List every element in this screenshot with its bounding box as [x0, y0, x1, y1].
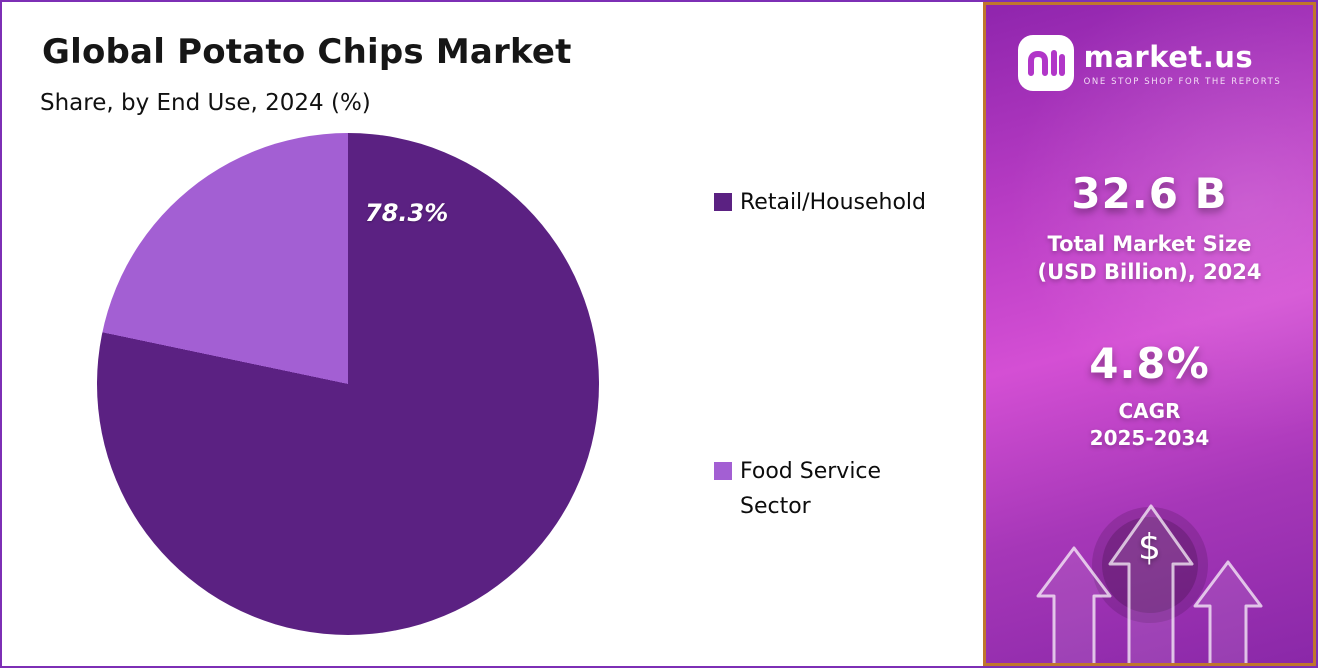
legend-item-retail-household: Retail/Household [714, 185, 926, 220]
growth-arrows-icon [1036, 504, 1263, 663]
legend-swatch-food-service [714, 462, 732, 480]
stat-market-size: 32.6 B Total Market Size (USD Billion), … [986, 169, 1313, 287]
brand-logo: market.us ONE STOP SHOP FOR THE REPORTS [986, 35, 1313, 91]
stat-cagr: 4.8% CAGR 2025-2034 [986, 339, 1313, 452]
stat-market-size-value: 32.6 B [1071, 169, 1228, 218]
stat-market-size-label: Total Market Size (USD Billion), 2024 [986, 230, 1313, 287]
brand-text: market.us ONE STOP SHOP FOR THE REPORTS [1084, 40, 1282, 87]
stat-cagr-value: 4.8% [1089, 338, 1210, 388]
legend-label-retail-household: Retail/Household [740, 190, 927, 215]
chart-title: Global Potato Chips Market [42, 32, 572, 72]
stat-cagr-label: CAGR 2025-2034 [986, 398, 1313, 452]
pie-slice-data-label: 78.3% [365, 199, 449, 227]
legend-swatch-retail-household [714, 193, 732, 211]
brand-tagline: ONE STOP SHOP FOR THE REPORTS [1083, 76, 1282, 87]
stat-cagr-label-line2: 2025-2034 [1089, 425, 1210, 450]
brand-name: market.us [1083, 39, 1254, 74]
chart-area: Global Potato Chips Market Share, by End… [2, 2, 987, 666]
stat-market-size-label-line1: Total Market Size [1047, 232, 1252, 256]
stat-cagr-label-line1: CAGR [1118, 398, 1181, 423]
pie-chart: 78.3% [97, 133, 599, 635]
legend-label-food-service: Food Service Sector [740, 459, 882, 520]
chart-subtitle: Share, by End Use, 2024 (%) [40, 90, 371, 116]
dollar-sign-icon: $ [1138, 527, 1161, 568]
legend-item-food-service: Food Service Sector [714, 454, 919, 524]
stat-market-size-label-line2: (USD Billion), 2024 [1037, 260, 1262, 285]
market-us-logo-icon [1017, 35, 1074, 91]
brand-sidebar: market.us ONE STOP SHOP FOR THE REPORTS … [983, 2, 1316, 666]
